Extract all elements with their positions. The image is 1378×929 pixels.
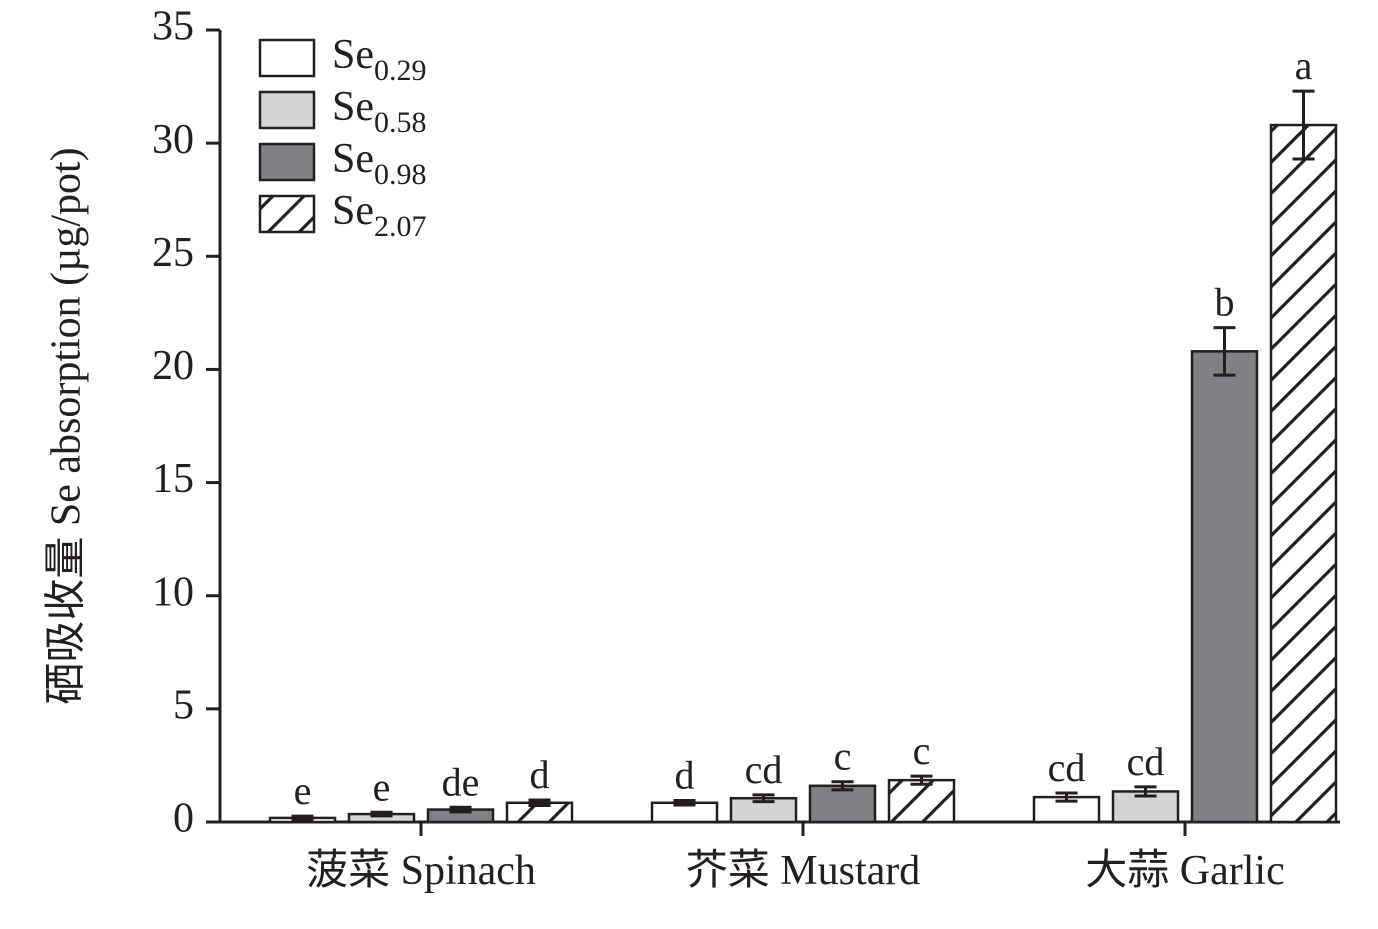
significance-label: c (913, 728, 931, 773)
significance-label: b (1215, 280, 1235, 325)
y-tick-label: 35 (152, 4, 194, 50)
legend-swatch (260, 196, 314, 232)
bar (889, 780, 954, 822)
y-tick-label: 0 (173, 796, 194, 842)
significance-label: d (530, 752, 550, 797)
y-tick-label: 15 (152, 456, 194, 502)
significance-label: e (373, 764, 391, 809)
significance-label: c (834, 734, 852, 779)
y-tick-label: 25 (152, 230, 194, 276)
y-tick-label: 10 (152, 569, 194, 615)
y-tick-label: 5 (173, 682, 194, 728)
legend-swatch (260, 144, 314, 180)
y-tick-label: 20 (152, 343, 194, 389)
y-tick-label: 30 (152, 117, 194, 163)
significance-label: a (1295, 43, 1313, 88)
y-axis-label: 硒吸收量 Se absorption (µg/pot) (44, 147, 90, 704)
legend-swatch (260, 92, 314, 128)
bar (1192, 351, 1257, 822)
significance-label: cd (1048, 745, 1086, 790)
category-label: 大蒜 Garlic (1085, 848, 1284, 894)
category-label: 芥菜 Mustard (686, 848, 921, 894)
significance-label: d (675, 753, 695, 798)
significance-label: e (294, 768, 312, 813)
legend-swatch (260, 40, 314, 76)
se-absorption-chart: 0 5 10 15 20 25 30 35 硒吸收量 Se absorption (µg/pot… (0, 0, 1378, 929)
bar (1271, 125, 1336, 822)
significance-label: cd (1127, 739, 1165, 784)
category-label: 菠菜 Spinach (306, 848, 536, 894)
significance-label: cd (745, 747, 783, 792)
significance-label: de (442, 759, 480, 804)
